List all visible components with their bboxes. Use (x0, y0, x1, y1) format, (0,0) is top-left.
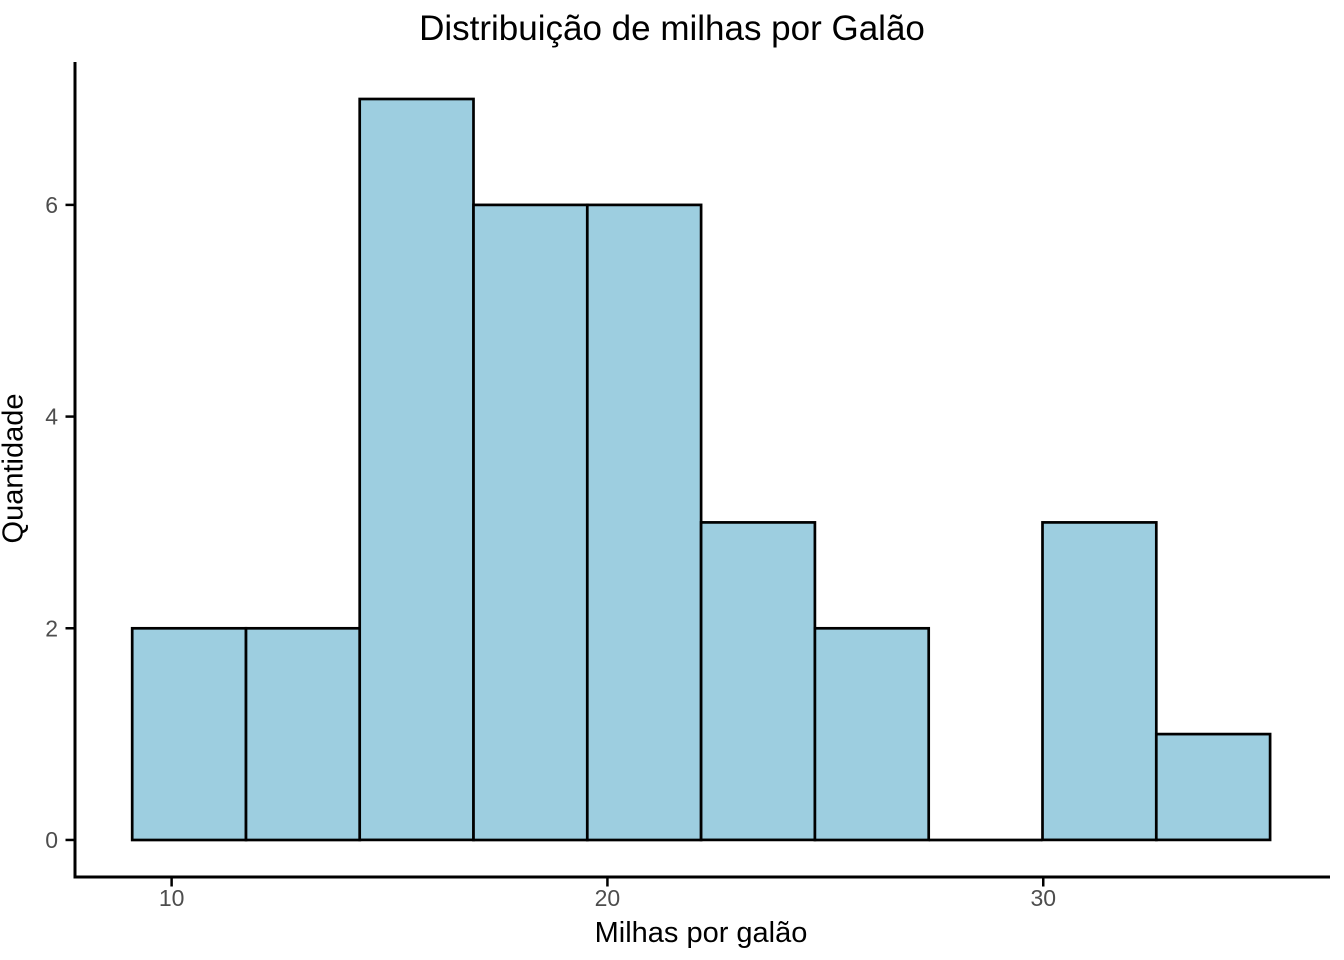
histogram-bar (699, 521, 817, 842)
x-tick-label: 30 (1030, 885, 1056, 911)
axes-layer (73, 62, 1330, 879)
histogram-bar (244, 626, 362, 842)
histogram-bar (1154, 732, 1272, 842)
y-tick-label: 4 (45, 404, 58, 430)
y-tick-label: 2 (45, 615, 58, 641)
y-axis-title: Quantidade (0, 393, 30, 544)
histogram-bar (813, 626, 931, 842)
histogram-bar (358, 97, 475, 842)
x-tick-label: 20 (595, 885, 621, 911)
y-tick-label: 6 (45, 192, 58, 218)
ticks-layer: 10 20 30 0 2 4 6 (45, 192, 1056, 911)
histogram-bar (472, 203, 589, 842)
chart-title: Distribuição de milhas por Galão (419, 9, 925, 48)
y-tick-label: 0 (45, 827, 58, 853)
histogram-bar (130, 626, 248, 842)
histogram-bar (1041, 521, 1158, 842)
histogram-bar (585, 203, 703, 842)
bars-layer (130, 97, 1272, 842)
x-axis-title: Milhas por galão (594, 917, 808, 949)
x-tick-label: 10 (159, 885, 185, 911)
